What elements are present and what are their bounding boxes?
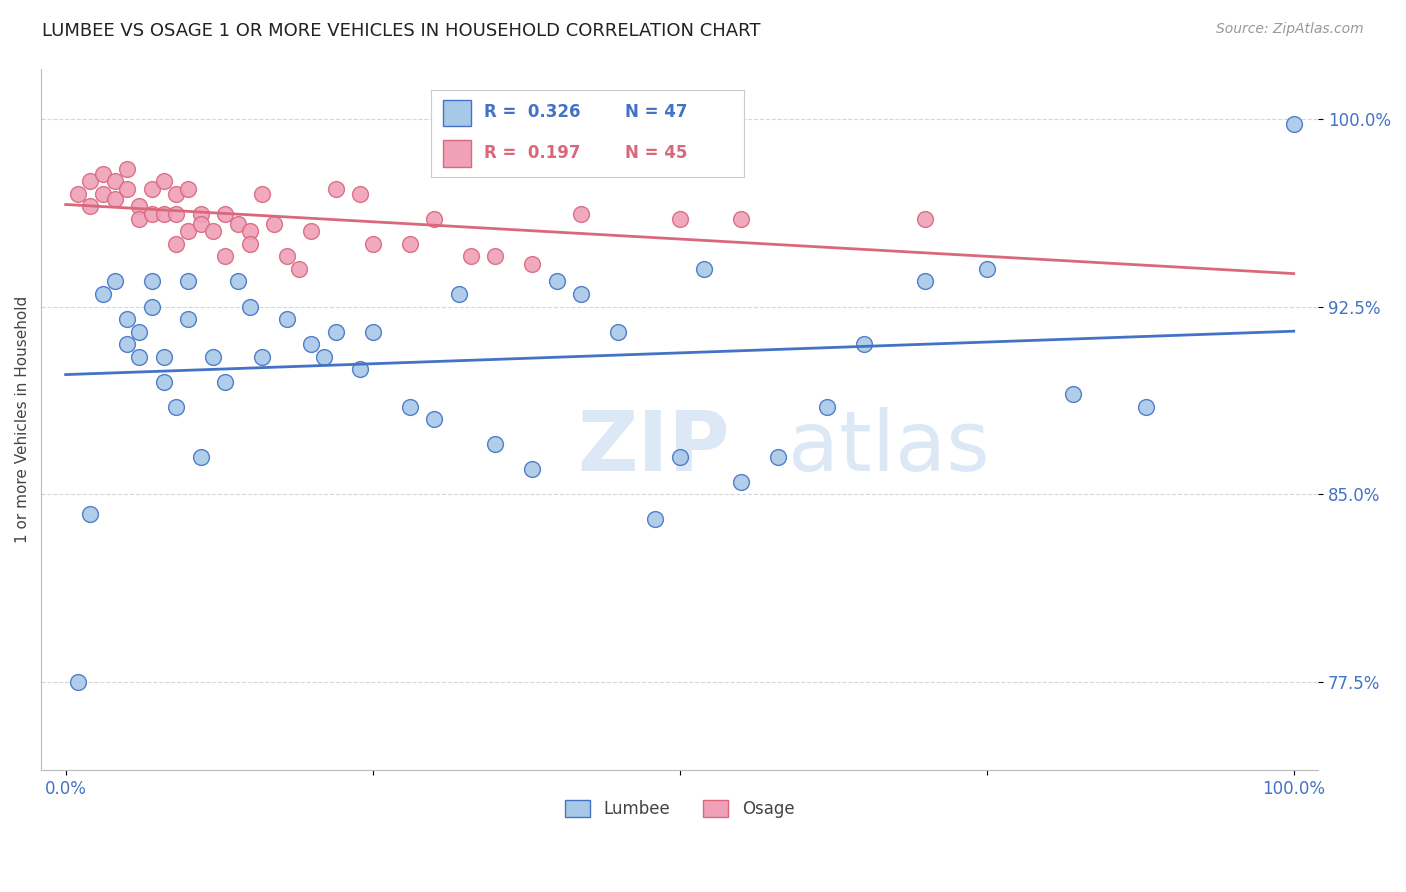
Point (607, 325, 630, 339)
Point (66, 186, 89, 201)
Point (128, 211, 150, 226)
Text: LUMBEE VS OSAGE 1 OR MORE VEHICLES IN HOUSEHOLD CORRELATION CHART: LUMBEE VS OSAGE 1 OR MORE VEHICLES IN HO… (42, 22, 761, 40)
Point (1282, 117, 1305, 131)
Point (522, 462, 544, 476)
Point (115, 337, 138, 351)
Point (165, 207, 187, 221)
Point (276, 312, 298, 326)
Point (214, 249, 236, 263)
Point (115, 161, 138, 176)
Point (239, 300, 262, 314)
Text: Source: ZipAtlas.com: Source: ZipAtlas.com (1216, 22, 1364, 37)
Point (263, 217, 285, 231)
Point (128, 325, 150, 339)
Point (423, 211, 446, 226)
Point (730, 475, 752, 489)
Point (361, 325, 384, 339)
Point (914, 211, 936, 226)
Point (299, 224, 322, 238)
Point (91, 186, 114, 201)
Point (190, 207, 212, 221)
Point (177, 182, 200, 196)
Point (325, 182, 347, 196)
Point (668, 211, 690, 226)
Point (349, 186, 371, 201)
Point (250, 186, 273, 201)
Point (104, 192, 127, 206)
Point (522, 257, 544, 271)
Point (66, 675, 89, 690)
Point (165, 236, 187, 251)
Point (177, 275, 200, 289)
Point (141, 275, 163, 289)
Point (128, 199, 150, 213)
Y-axis label: 1 or more Vehicles in Household: 1 or more Vehicles in Household (15, 295, 30, 543)
Point (214, 207, 236, 221)
Point (1135, 400, 1157, 414)
Point (460, 249, 482, 263)
Point (571, 207, 593, 221)
Point (447, 287, 470, 301)
Point (349, 362, 371, 376)
Point (177, 224, 200, 238)
Point (226, 275, 249, 289)
Point (177, 312, 200, 326)
Point (79, 199, 101, 213)
Text: atlas: atlas (789, 407, 990, 488)
Point (202, 224, 225, 238)
Text: ZIP: ZIP (578, 407, 730, 488)
Point (115, 182, 138, 196)
Point (914, 275, 936, 289)
Point (312, 350, 335, 364)
Point (141, 300, 163, 314)
Point (91, 287, 114, 301)
Point (288, 262, 311, 277)
Point (1062, 387, 1084, 401)
Point (190, 217, 212, 231)
Point (852, 337, 875, 351)
Point (104, 275, 127, 289)
Point (239, 224, 262, 238)
Point (141, 207, 163, 221)
Point (153, 174, 176, 188)
Point (299, 337, 322, 351)
Point (141, 182, 163, 196)
Point (644, 512, 666, 526)
Point (165, 186, 187, 201)
Point (226, 217, 249, 231)
Point (128, 350, 150, 364)
Point (423, 412, 446, 426)
Point (153, 207, 176, 221)
Point (361, 236, 384, 251)
Point (668, 450, 690, 464)
Point (104, 174, 127, 188)
Point (91, 167, 114, 181)
Point (115, 312, 138, 326)
Point (79, 174, 101, 188)
Point (190, 450, 212, 464)
Point (79, 508, 101, 522)
Point (153, 350, 176, 364)
Point (730, 211, 752, 226)
Point (693, 262, 716, 277)
Point (484, 437, 506, 451)
Point (165, 400, 187, 414)
Point (976, 262, 998, 277)
Point (398, 400, 420, 414)
Legend: Lumbee, Osage: Lumbee, Osage (558, 793, 801, 825)
Point (766, 450, 789, 464)
Point (546, 275, 568, 289)
Point (571, 287, 593, 301)
Point (214, 375, 236, 389)
Point (276, 249, 298, 263)
Point (153, 375, 176, 389)
Point (239, 236, 262, 251)
Point (484, 249, 506, 263)
Point (250, 350, 273, 364)
Point (325, 325, 347, 339)
Point (202, 350, 225, 364)
Point (815, 400, 838, 414)
Point (398, 236, 420, 251)
